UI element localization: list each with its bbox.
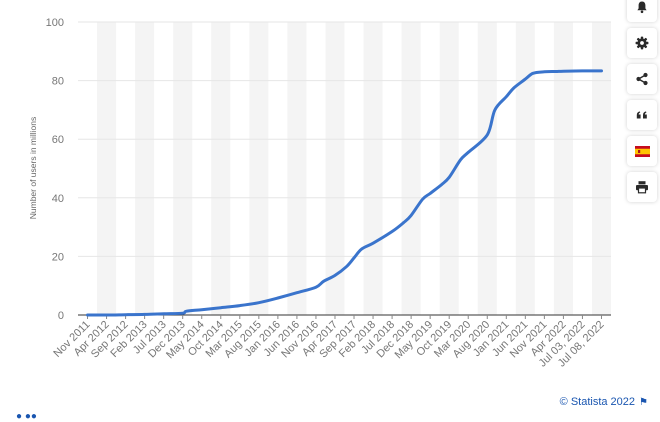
background-band bbox=[401, 22, 421, 315]
background-band bbox=[249, 22, 269, 315]
print-icon bbox=[635, 180, 649, 194]
settings-button[interactable] bbox=[627, 28, 657, 58]
y-tick-label: 40 bbox=[52, 193, 64, 205]
toolbar bbox=[624, 0, 660, 208]
background-band bbox=[477, 22, 497, 315]
bell-icon bbox=[635, 0, 649, 14]
background-band bbox=[287, 22, 307, 315]
chart-background-bands bbox=[97, 22, 611, 315]
series-layer bbox=[86, 69, 603, 317]
spanish-flag-icon bbox=[634, 145, 650, 157]
background-band bbox=[363, 22, 383, 315]
y-tick-label: 80 bbox=[52, 76, 64, 88]
footer-link-stub[interactable]: ● ●● bbox=[16, 411, 37, 422]
language-button[interactable] bbox=[627, 136, 657, 166]
gear-icon bbox=[635, 36, 649, 50]
background-band bbox=[515, 22, 535, 315]
background-band bbox=[97, 22, 117, 315]
y-tick-label: 0 bbox=[58, 310, 64, 322]
background-band bbox=[211, 22, 231, 315]
flag-icon: ⚑ bbox=[639, 396, 648, 408]
y-tick-label: 60 bbox=[52, 134, 64, 146]
quote-icon bbox=[635, 108, 649, 122]
background-band bbox=[553, 22, 573, 315]
share-button[interactable] bbox=[627, 64, 657, 94]
statista-credit[interactable]: © Statista 2022 ⚑ bbox=[560, 396, 648, 408]
series-line bbox=[86, 69, 603, 317]
background-band bbox=[135, 22, 155, 315]
y-tick-label: 100 bbox=[46, 17, 64, 29]
cite-button[interactable] bbox=[627, 100, 657, 130]
chart-gridlines bbox=[78, 21, 611, 316]
print-button[interactable] bbox=[627, 172, 657, 202]
background-band bbox=[439, 22, 459, 315]
credit-text: © Statista 2022 bbox=[559, 396, 636, 408]
background-band bbox=[591, 22, 611, 315]
y-axis-title: Number of users in millions bbox=[28, 117, 38, 220]
y-tick-label: 20 bbox=[52, 251, 64, 263]
y-axis-ticks: 0 20 40 60 80 100 bbox=[46, 17, 64, 322]
share-icon bbox=[635, 72, 649, 86]
background-band bbox=[325, 22, 345, 315]
background-band bbox=[173, 22, 193, 315]
notifications-button[interactable] bbox=[627, 0, 657, 22]
